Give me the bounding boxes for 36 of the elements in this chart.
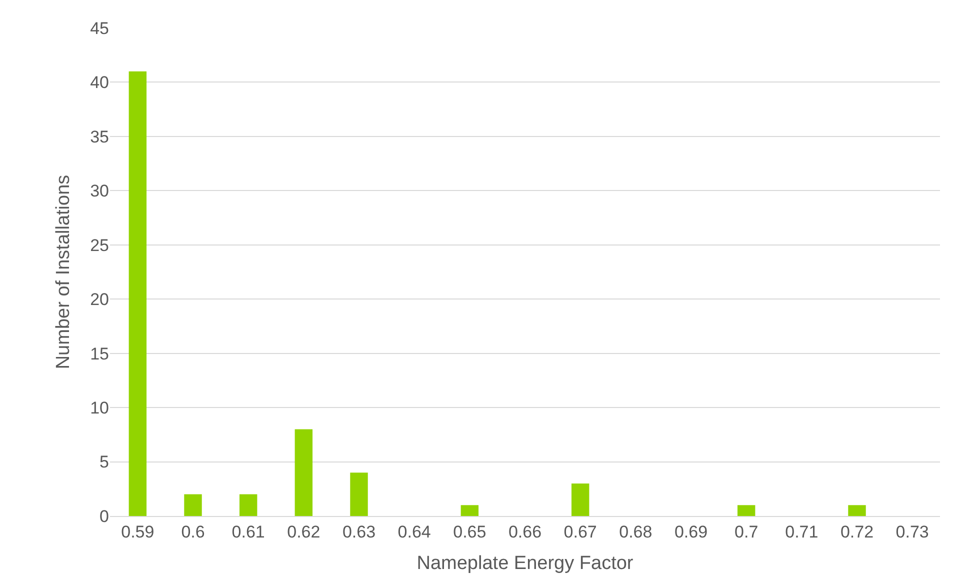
x-tick-label: 0.62 (287, 522, 320, 542)
x-axis-title: Nameplate Energy Factor (416, 553, 634, 574)
x-tick-label: 0.66 (508, 522, 542, 542)
x-tick-label: 0.69 (674, 522, 708, 542)
bar (848, 505, 866, 516)
y-tick-label: 0 (100, 506, 109, 526)
x-tick-label: 0.68 (619, 522, 652, 542)
bar (571, 483, 590, 516)
y-tick-label: 20 (90, 290, 109, 310)
x-tick-label: 0.6 (181, 522, 205, 542)
y-tick-label: 10 (90, 398, 109, 418)
bar (184, 494, 202, 516)
x-tick-label: 0.67 (564, 522, 597, 542)
bar (737, 505, 756, 516)
bar (460, 505, 479, 516)
y-axis-title: Number of Installations (52, 174, 74, 370)
bar (239, 494, 258, 516)
x-tick-label: 0.71 (785, 522, 818, 542)
x-tick-label: 0.73 (896, 522, 929, 542)
x-tick-label: 0.59 (121, 522, 154, 542)
y-tick-label: 30 (90, 182, 109, 201)
x-tick-label: 0.7 (734, 522, 758, 542)
bar (294, 429, 313, 516)
y-tick-label: 35 (90, 127, 109, 146)
bar (128, 71, 147, 516)
y-tick-label: 25 (90, 236, 109, 255)
x-tick-label: 0.63 (342, 522, 376, 542)
y-tick-label: 15 (90, 344, 109, 364)
x-tick-label: 0.65 (453, 522, 486, 542)
y-tick-label: 45 (90, 18, 109, 38)
y-tick-label: 5 (100, 452, 109, 472)
y-tick-label: 40 (90, 73, 109, 92)
x-tick-label: 0.72 (840, 522, 874, 542)
x-tick-label: 0.61 (232, 522, 265, 542)
x-tick-label: 0.64 (398, 522, 431, 542)
bar (350, 472, 368, 516)
